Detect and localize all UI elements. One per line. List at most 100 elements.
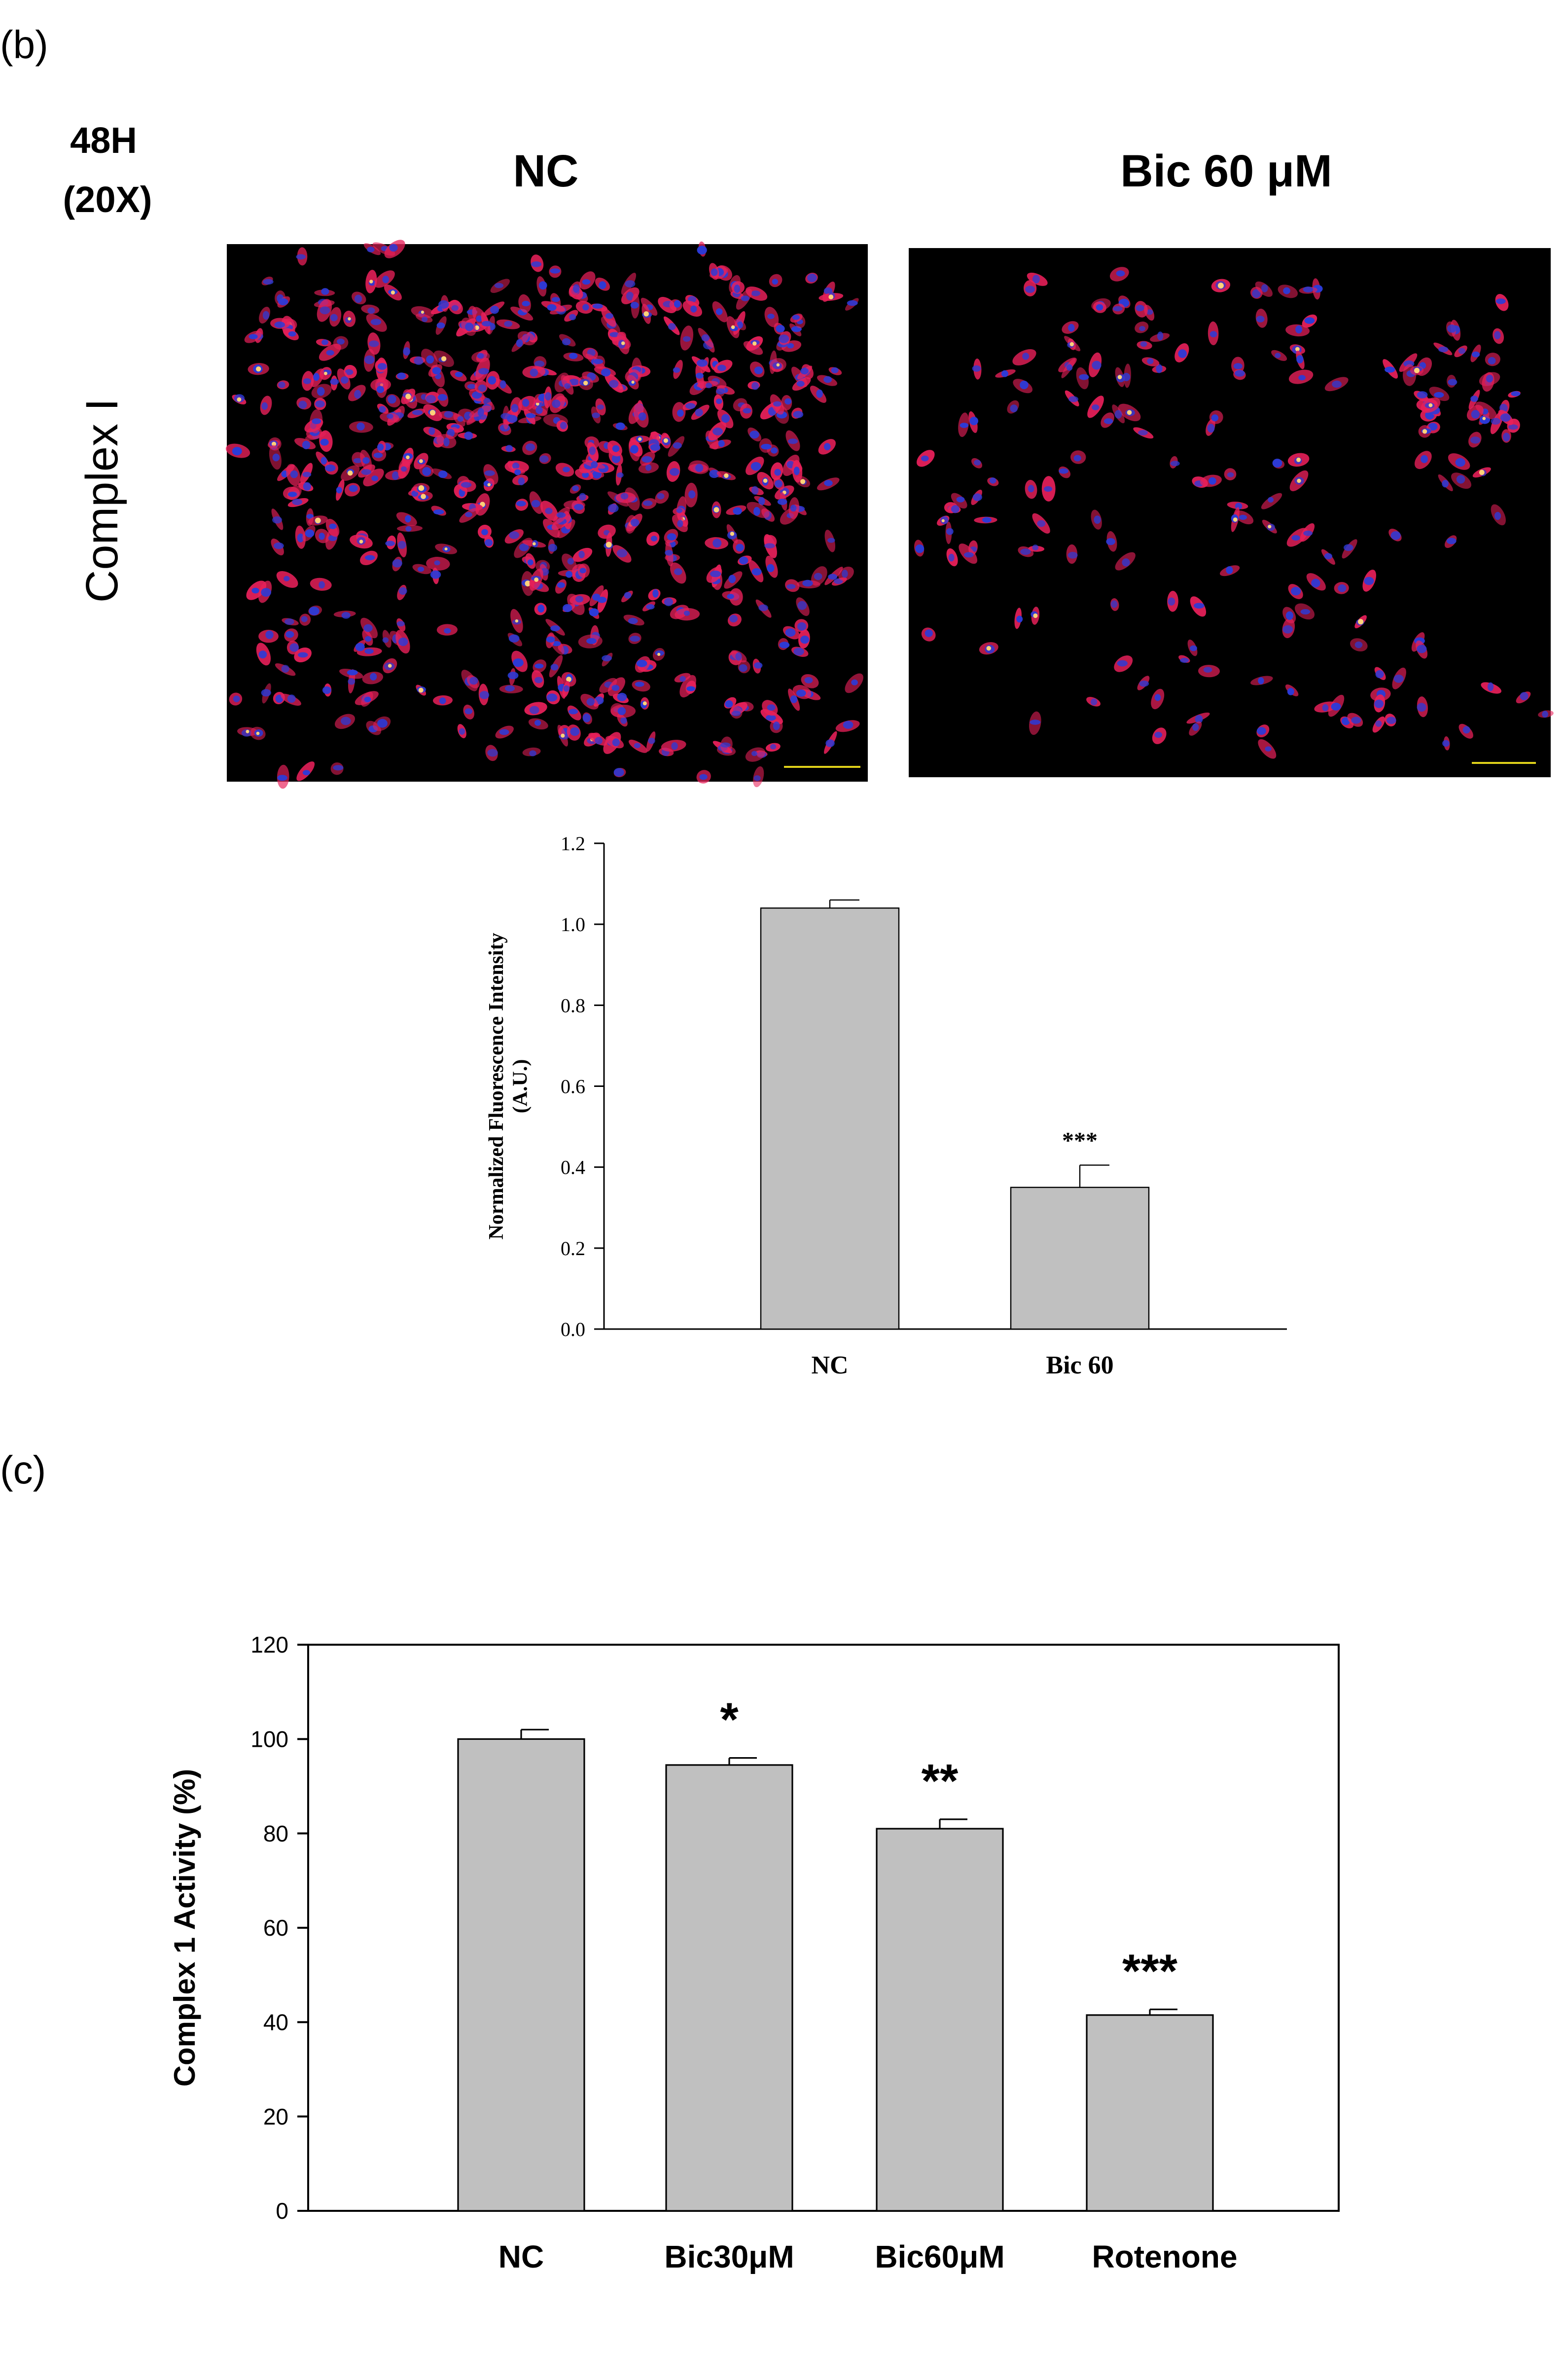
bright-spot [535, 402, 539, 406]
cell-nucleus [548, 543, 557, 552]
cell-nucleus [330, 378, 339, 385]
cell-nucleus [508, 634, 520, 643]
cell-nucleus [317, 387, 325, 396]
cell-nucleus [321, 288, 329, 295]
cell-nucleus [341, 612, 351, 619]
cell-nucleus [1178, 349, 1187, 358]
cell-nucleus [1022, 353, 1030, 360]
significance-label: *** [1062, 1128, 1098, 1154]
cell-nucleus [1303, 530, 1313, 536]
cell-nucleus [597, 597, 607, 603]
bar [457, 1738, 585, 2212]
cell-nucleus [1272, 459, 1282, 468]
cell-nucleus [1495, 298, 1506, 304]
y-tick-label: 80 [263, 1821, 288, 1846]
cell-nucleus [287, 694, 296, 703]
cell-nucleus [982, 517, 992, 523]
bright-spot [1217, 283, 1224, 289]
bright-spot [419, 459, 423, 463]
cell-nucleus [1442, 740, 1450, 747]
y-tick-label: 0.4 [561, 1156, 585, 1179]
cell-nucleus [1136, 305, 1144, 312]
cell-nucleus [1491, 418, 1501, 425]
cell-nucleus [371, 475, 379, 481]
bright-spot [1482, 417, 1486, 420]
cell-nucleus [717, 364, 726, 371]
cell-nucleus [609, 332, 620, 337]
bright-spot [347, 470, 353, 476]
cell-nucleus [804, 677, 813, 684]
cell-nucleus [426, 395, 436, 403]
cell-nucleus [354, 390, 361, 399]
cell-nucleus [490, 306, 499, 314]
cell-nucleus [824, 443, 831, 451]
cell-nucleus [1258, 677, 1264, 685]
cell-nucleus [1116, 270, 1125, 277]
cell-nucleus [574, 504, 584, 510]
bright-spot [1069, 342, 1074, 347]
cell-nucleus [751, 568, 762, 576]
cell-nucleus [1486, 374, 1494, 383]
cell-nucleus [761, 444, 772, 450]
cell-nucleus [545, 507, 553, 514]
cell-nucleus [639, 412, 646, 421]
cell-nucleus [512, 463, 520, 469]
bright-spot [1268, 525, 1272, 529]
cell-nucleus [625, 280, 636, 288]
cell-nucleus [562, 338, 571, 346]
cell-nucleus [710, 571, 721, 577]
cell-nucleus [793, 411, 804, 418]
bright-spot [561, 733, 565, 738]
cell-nucleus [589, 608, 599, 616]
y-tick-label: 0.2 [561, 1237, 585, 1260]
cell-nucleus [630, 445, 639, 454]
cell-nucleus [711, 268, 718, 276]
cell-nucleus [728, 575, 736, 583]
cell-nucleus [388, 395, 396, 404]
cell-nucleus [739, 664, 747, 672]
bright-spot [421, 494, 426, 499]
cell-nucleus [403, 347, 410, 356]
bright-spot [583, 381, 588, 386]
bright-spot [418, 485, 425, 491]
cell-nucleus [1298, 375, 1306, 381]
cell-nucleus [665, 550, 673, 556]
cell-nucleus [1106, 538, 1115, 545]
cell-nucleus [777, 499, 787, 505]
cell-nucleus [771, 447, 778, 454]
cell-nucleus [1140, 341, 1147, 347]
cell-nucleus [457, 416, 464, 422]
cell-nucleus [1010, 404, 1018, 413]
bright-spot [418, 687, 424, 693]
cell-nucleus [671, 742, 678, 750]
cell-nucleus [465, 323, 474, 331]
cell-nucleus [948, 553, 955, 562]
cell-nucleus [414, 356, 424, 365]
cell-nucleus [630, 302, 639, 309]
cell-nucleus [345, 369, 354, 375]
bright-spot [631, 380, 635, 384]
cell-nucleus [972, 365, 981, 372]
cell-nucleus [1209, 477, 1216, 485]
cell-nucleus [511, 404, 519, 413]
cell-nucleus [398, 637, 408, 646]
cell-nucleus [570, 727, 580, 736]
complex1-activity-bar-chart: 0 20 40 60 80 100 120 NC * Bic30μM ** Bic60μM *** Rot… [168, 1632, 1340, 2274]
column-label-bic60: Bic 60 μM [1120, 146, 1332, 196]
cell-nucleus [677, 520, 683, 528]
cell-nucleus [668, 323, 676, 330]
x-tick-label: NC [498, 2239, 544, 2274]
cell-nucleus [363, 624, 373, 632]
cell-nucleus [412, 410, 423, 415]
cell-nucleus [1207, 424, 1215, 433]
bright-spot [763, 478, 768, 483]
cell-nucleus [284, 576, 290, 581]
cell-nucleus [537, 604, 544, 613]
bright-spot [1297, 478, 1301, 483]
cell-nucleus [579, 493, 586, 501]
cell-nucleus [326, 350, 334, 356]
bright-spot [1422, 429, 1427, 434]
cell-nucleus [1059, 468, 1068, 474]
cell-nucleus [1020, 380, 1029, 390]
cell-nucleus [737, 321, 743, 329]
